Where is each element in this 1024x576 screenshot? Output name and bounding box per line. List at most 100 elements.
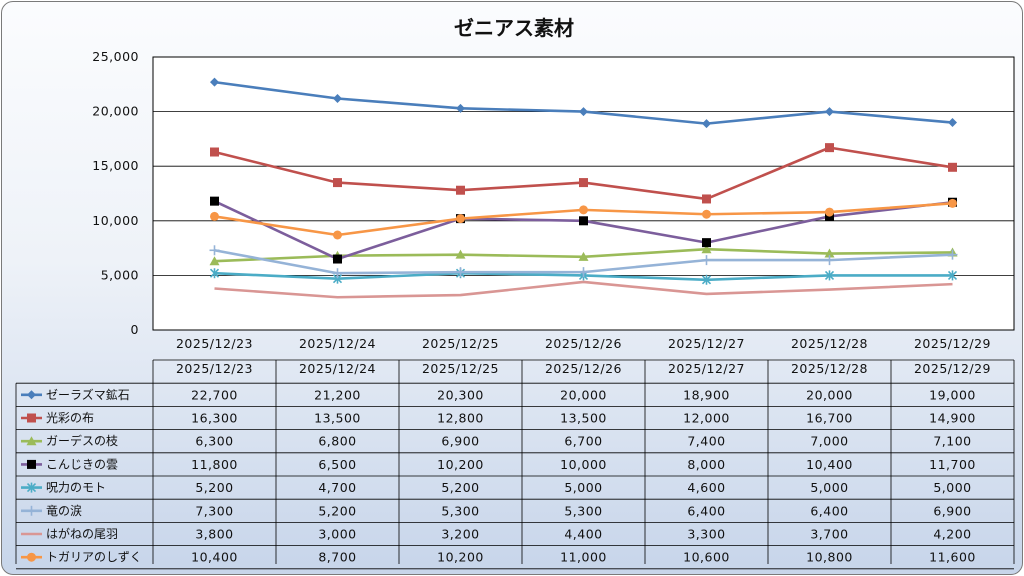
- table-header-cell: 2025/12/27: [668, 361, 745, 376]
- data-point: [948, 162, 957, 172]
- table-cell: 22,700: [191, 387, 238, 402]
- data-point: [333, 254, 342, 264]
- table-cell: 13,500: [560, 411, 607, 426]
- table-cell: 7,100: [933, 434, 971, 449]
- legend-key: [21, 436, 42, 446]
- legend-label: 竜の涙: [46, 503, 82, 518]
- data-point: [824, 248, 835, 258]
- table-cell: 6,300: [195, 434, 233, 449]
- table-cell: 10,600: [683, 550, 730, 565]
- y-tick-label: 15,000: [92, 158, 139, 173]
- data-point: [579, 216, 588, 226]
- legend-label: ゼーラズマ鉱石: [46, 387, 130, 402]
- data-point: [456, 185, 465, 195]
- table-cell: 12,800: [437, 411, 484, 426]
- table-cell: 4,600: [687, 480, 725, 495]
- table-cell: 11,000: [560, 550, 607, 565]
- data-point: [701, 255, 712, 266]
- table-cell: 8,700: [318, 550, 356, 565]
- table-header-cell: 2025/12/26: [545, 361, 622, 376]
- table-cell: 11,600: [929, 550, 976, 565]
- legend-key: [21, 390, 42, 400]
- legend-marker: [27, 413, 36, 423]
- table-header-cell: 2025/12/28: [791, 361, 868, 376]
- table-cell: 4,400: [564, 527, 602, 542]
- y-tick-label: 10,000: [92, 213, 139, 228]
- table-cell: 5,200: [318, 503, 356, 518]
- data-point: [579, 107, 588, 117]
- chart-title: ゼニアス素材: [454, 16, 574, 40]
- table-row: トガリアのしずく 10,400 8,700 10,200 11,000 10,600 10,…: [21, 550, 976, 565]
- table-cell: 3,300: [687, 527, 725, 542]
- table-cell: 20,000: [806, 387, 853, 402]
- data-point: [948, 118, 957, 128]
- data-point: [455, 249, 466, 259]
- data-point: [578, 251, 589, 261]
- table-cell: 5,300: [441, 503, 479, 518]
- table-cell: 10,400: [191, 550, 238, 565]
- data-point: [332, 268, 343, 279]
- table-cell: 8,000: [687, 457, 725, 472]
- data-point: [578, 267, 589, 278]
- legend-label: 光彩の布: [46, 411, 94, 425]
- data-point: [333, 178, 342, 188]
- data-point: [825, 207, 834, 217]
- legend-marker: [27, 552, 36, 562]
- table-cell: 6,400: [810, 503, 848, 518]
- data-point: [333, 230, 342, 240]
- legend-label: トガリアのしずく: [46, 550, 142, 564]
- table-cell: 10,200: [437, 457, 484, 472]
- table-cell: 5,000: [564, 480, 602, 495]
- table-row: 光彩の布 16,300 13,500 12,800 13,500 12,000 16,700…: [21, 411, 976, 426]
- table-cell: 4,700: [318, 480, 356, 495]
- table-cell: 3,700: [810, 527, 848, 542]
- table-cell: 3,800: [195, 527, 233, 542]
- x-tick-label: 2025/12/29: [914, 336, 991, 351]
- table-header-cell: 2025/12/23: [176, 361, 253, 376]
- x-tick-label: 2025/12/23: [176, 336, 253, 351]
- table-cell: 7,400: [687, 434, 725, 449]
- data-point: [210, 147, 219, 157]
- y-tick-label: 20,000: [92, 104, 139, 119]
- table-cell: 13,500: [314, 411, 361, 426]
- legend-label: こんじきの雲: [46, 457, 118, 471]
- legend-marker: [26, 436, 37, 446]
- table-row: ガーデスの枝 6,300 6,800 6,900 6,700 7,400 7,000 7,10…: [21, 433, 971, 449]
- table-cell: 20,300: [437, 387, 484, 402]
- data-point: [210, 196, 219, 206]
- data-point: [209, 268, 220, 279]
- table-cell: 3,000: [318, 527, 356, 542]
- legend-label: ガーデスの枝: [46, 433, 118, 448]
- table-cell: 21,200: [314, 387, 361, 402]
- data-point: [456, 214, 465, 224]
- table-cell: 10,800: [806, 550, 853, 565]
- y-tick-label: 5,000: [101, 267, 139, 282]
- table-cell: 14,900: [929, 411, 976, 426]
- table-cell: 5,000: [810, 480, 848, 495]
- legend-label: はがねの尾羽: [46, 526, 118, 541]
- data-point: [947, 270, 958, 281]
- table-header-cell: 2025/12/29: [914, 361, 991, 376]
- y-tick-label: 25,000: [92, 49, 139, 64]
- table-cell: 3,200: [441, 527, 479, 542]
- table-cell: 19,000: [929, 387, 976, 402]
- data-point: [455, 267, 466, 278]
- table-cell: 16,300: [191, 411, 238, 426]
- series-トガリアのしずく: [210, 198, 957, 240]
- data-point: [825, 143, 834, 153]
- plot-area: [152, 56, 1015, 331]
- series-ゼーラズマ鉱石: [210, 77, 957, 129]
- data-point: [210, 77, 219, 87]
- data-point: [210, 211, 219, 221]
- x-tick-label: 2025/12/25: [422, 336, 499, 351]
- legend-key: [21, 482, 42, 493]
- table-cell: 7,000: [810, 434, 848, 449]
- table-cell: 5,300: [564, 503, 602, 518]
- table-header-cell: 2025/12/24: [299, 361, 376, 376]
- legend-marker: [27, 459, 36, 469]
- data-point: [702, 238, 711, 248]
- data-point: [947, 249, 958, 260]
- data-point: [209, 256, 220, 266]
